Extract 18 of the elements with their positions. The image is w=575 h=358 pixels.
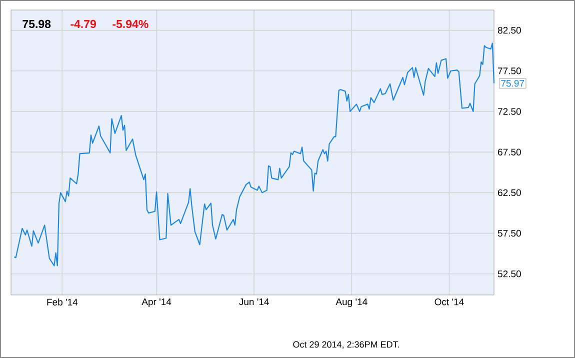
x-tick-label: Apr '14 [142,298,172,308]
x-tick-label: Oct '14 [434,298,464,306]
y-tick-label: 57.50 [498,230,521,237]
y-tick-label: 77.50 [498,68,521,74]
annotation: -5.94% [112,20,148,28]
annotation: -4.79 [70,20,96,28]
x-tick-label: Aug '14 [336,298,368,308]
text: Oct 29 2014, 2:36PM EDT. [293,341,399,349]
y-tick-label: 82.50 [498,26,521,34]
x-tick-label: Jun '14 [239,298,269,306]
annotation: 75.97 [501,80,524,87]
line-series [14,42,495,266]
y-tick-label: 62.50 [498,189,521,196]
x-tick-label: Feb '14 [47,298,78,306]
y-tick-label: 67.50 [498,148,521,156]
y-tick-label: 52.50 [498,270,521,278]
y-tick-label: 72.50 [498,108,521,115]
annotation: 75.98 [22,20,51,28]
